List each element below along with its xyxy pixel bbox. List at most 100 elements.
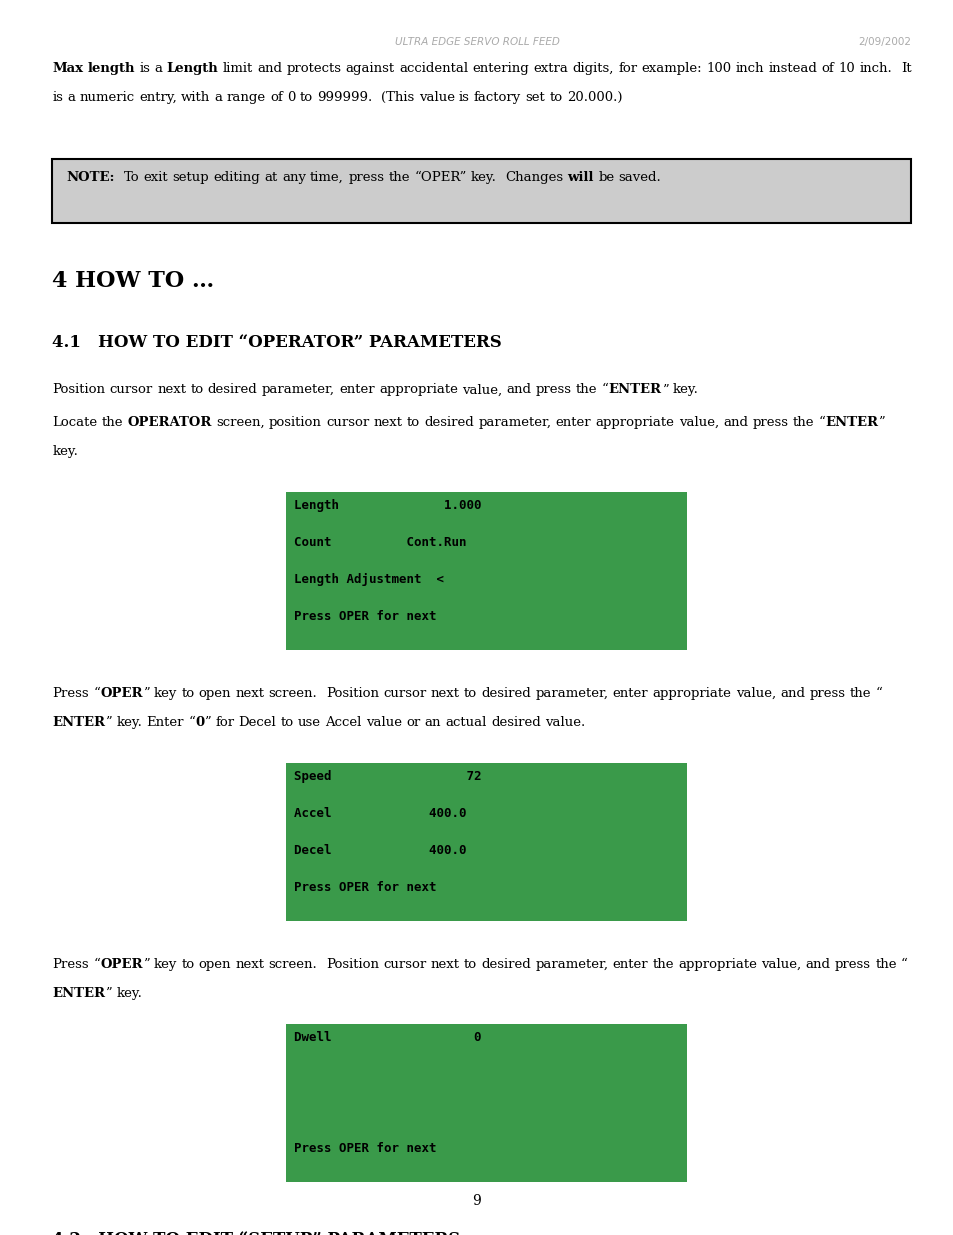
Text: next: next: [157, 384, 186, 396]
Text: screen.: screen.: [269, 687, 317, 700]
Text: numeric: numeric: [80, 91, 134, 104]
Text: the: the: [388, 172, 410, 184]
Text: press: press: [808, 687, 844, 700]
Text: Press OPER for next: Press OPER for next: [294, 882, 436, 894]
Text: exit: exit: [144, 172, 168, 184]
Text: desired: desired: [424, 416, 474, 429]
Text: and: and: [780, 687, 804, 700]
Text: “OPER”: “OPER”: [414, 172, 466, 184]
Text: appropriate: appropriate: [378, 384, 457, 396]
Text: next: next: [235, 958, 264, 971]
Text: the: the: [792, 416, 813, 429]
Text: open: open: [198, 958, 231, 971]
Text: and: and: [805, 958, 830, 971]
Text: Decel: Decel: [238, 716, 276, 729]
Text: desired: desired: [491, 716, 540, 729]
Text: inch.: inch.: [859, 62, 892, 75]
Text: cursor: cursor: [326, 416, 369, 429]
Text: 4.1   HOW TO EDIT “OPERATOR” PARAMETERS: 4.1 HOW TO EDIT “OPERATOR” PARAMETERS: [52, 335, 501, 351]
Text: a: a: [68, 91, 75, 104]
Text: ”: ”: [143, 687, 150, 700]
Text: Accel: Accel: [325, 716, 361, 729]
Text: the: the: [102, 416, 123, 429]
FancyBboxPatch shape: [52, 159, 910, 224]
Text: ”: ”: [143, 958, 150, 971]
Text: enter: enter: [555, 416, 591, 429]
Text: position: position: [269, 416, 321, 429]
Text: OPER: OPER: [100, 958, 143, 971]
Text: “: “: [818, 416, 824, 429]
Text: Count          Cont.Run: Count Cont.Run: [294, 536, 466, 550]
Text: instead: instead: [768, 62, 817, 75]
Text: value,: value,: [461, 384, 501, 396]
Text: 999999.: 999999.: [317, 91, 373, 104]
Text: Max: Max: [52, 62, 83, 75]
Text: ”: ”: [106, 987, 112, 1000]
Text: and: and: [506, 384, 531, 396]
Text: key.: key.: [116, 987, 142, 1000]
Text: Press: Press: [52, 687, 89, 700]
Text: Accel             400.0: Accel 400.0: [294, 808, 466, 820]
Text: key.: key.: [116, 716, 142, 729]
Text: is: is: [458, 91, 469, 104]
Text: Press: Press: [52, 958, 89, 971]
Text: value,: value,: [735, 687, 775, 700]
Text: ENTER: ENTER: [608, 384, 660, 396]
Text: accidental: accidental: [398, 62, 468, 75]
Text: will: will: [567, 172, 594, 184]
Text: “: “: [188, 716, 195, 729]
Text: cursor: cursor: [383, 958, 426, 971]
Text: (This: (This: [380, 91, 414, 104]
Text: parameter,: parameter,: [477, 416, 551, 429]
Text: “: “: [93, 958, 100, 971]
Text: 0: 0: [195, 716, 204, 729]
Text: press: press: [834, 958, 870, 971]
Text: value,: value,: [760, 958, 801, 971]
Text: actual: actual: [445, 716, 486, 729]
Text: parameter,: parameter,: [535, 687, 608, 700]
Text: a: a: [154, 62, 162, 75]
Text: to: to: [191, 384, 203, 396]
Text: screen,: screen,: [216, 416, 265, 429]
Text: cursor: cursor: [383, 687, 426, 700]
Text: to: to: [407, 416, 419, 429]
Text: open: open: [198, 687, 231, 700]
Text: to: to: [299, 91, 313, 104]
Text: factory: factory: [474, 91, 520, 104]
Text: appropriate: appropriate: [678, 958, 757, 971]
Text: press: press: [536, 384, 571, 396]
Text: Locate: Locate: [52, 416, 97, 429]
Text: to: to: [280, 716, 294, 729]
Text: cursor: cursor: [110, 384, 152, 396]
Text: press: press: [348, 172, 384, 184]
Text: screen.: screen.: [269, 958, 317, 971]
Text: To: To: [124, 172, 139, 184]
Text: appropriate: appropriate: [595, 416, 674, 429]
Text: 4.2   HOW TO EDIT “SETUP” PARAMETERS: 4.2 HOW TO EDIT “SETUP” PARAMETERS: [52, 1231, 460, 1235]
FancyBboxPatch shape: [286, 492, 686, 650]
Text: to: to: [181, 958, 194, 971]
Text: value.: value.: [544, 716, 585, 729]
Text: Position: Position: [326, 958, 378, 971]
Text: the: the: [652, 958, 673, 971]
Text: editing: editing: [213, 172, 260, 184]
Text: or: or: [406, 716, 420, 729]
Text: next: next: [374, 416, 402, 429]
Text: extra: extra: [533, 62, 568, 75]
Text: saved.: saved.: [618, 172, 660, 184]
Text: for: for: [215, 716, 234, 729]
Text: and: and: [722, 416, 747, 429]
Text: the: the: [874, 958, 896, 971]
Text: Press OPER for next: Press OPER for next: [294, 1142, 436, 1156]
Text: ENTER: ENTER: [52, 987, 106, 1000]
Text: OPERATOR: OPERATOR: [128, 416, 212, 429]
Text: set: set: [525, 91, 545, 104]
Text: desired: desired: [208, 384, 257, 396]
Text: for: for: [618, 62, 637, 75]
Text: length: length: [88, 62, 135, 75]
Text: key.: key.: [52, 445, 78, 458]
Text: be: be: [598, 172, 614, 184]
Text: to: to: [181, 687, 194, 700]
Text: the: the: [848, 687, 870, 700]
Text: 0: 0: [287, 91, 295, 104]
